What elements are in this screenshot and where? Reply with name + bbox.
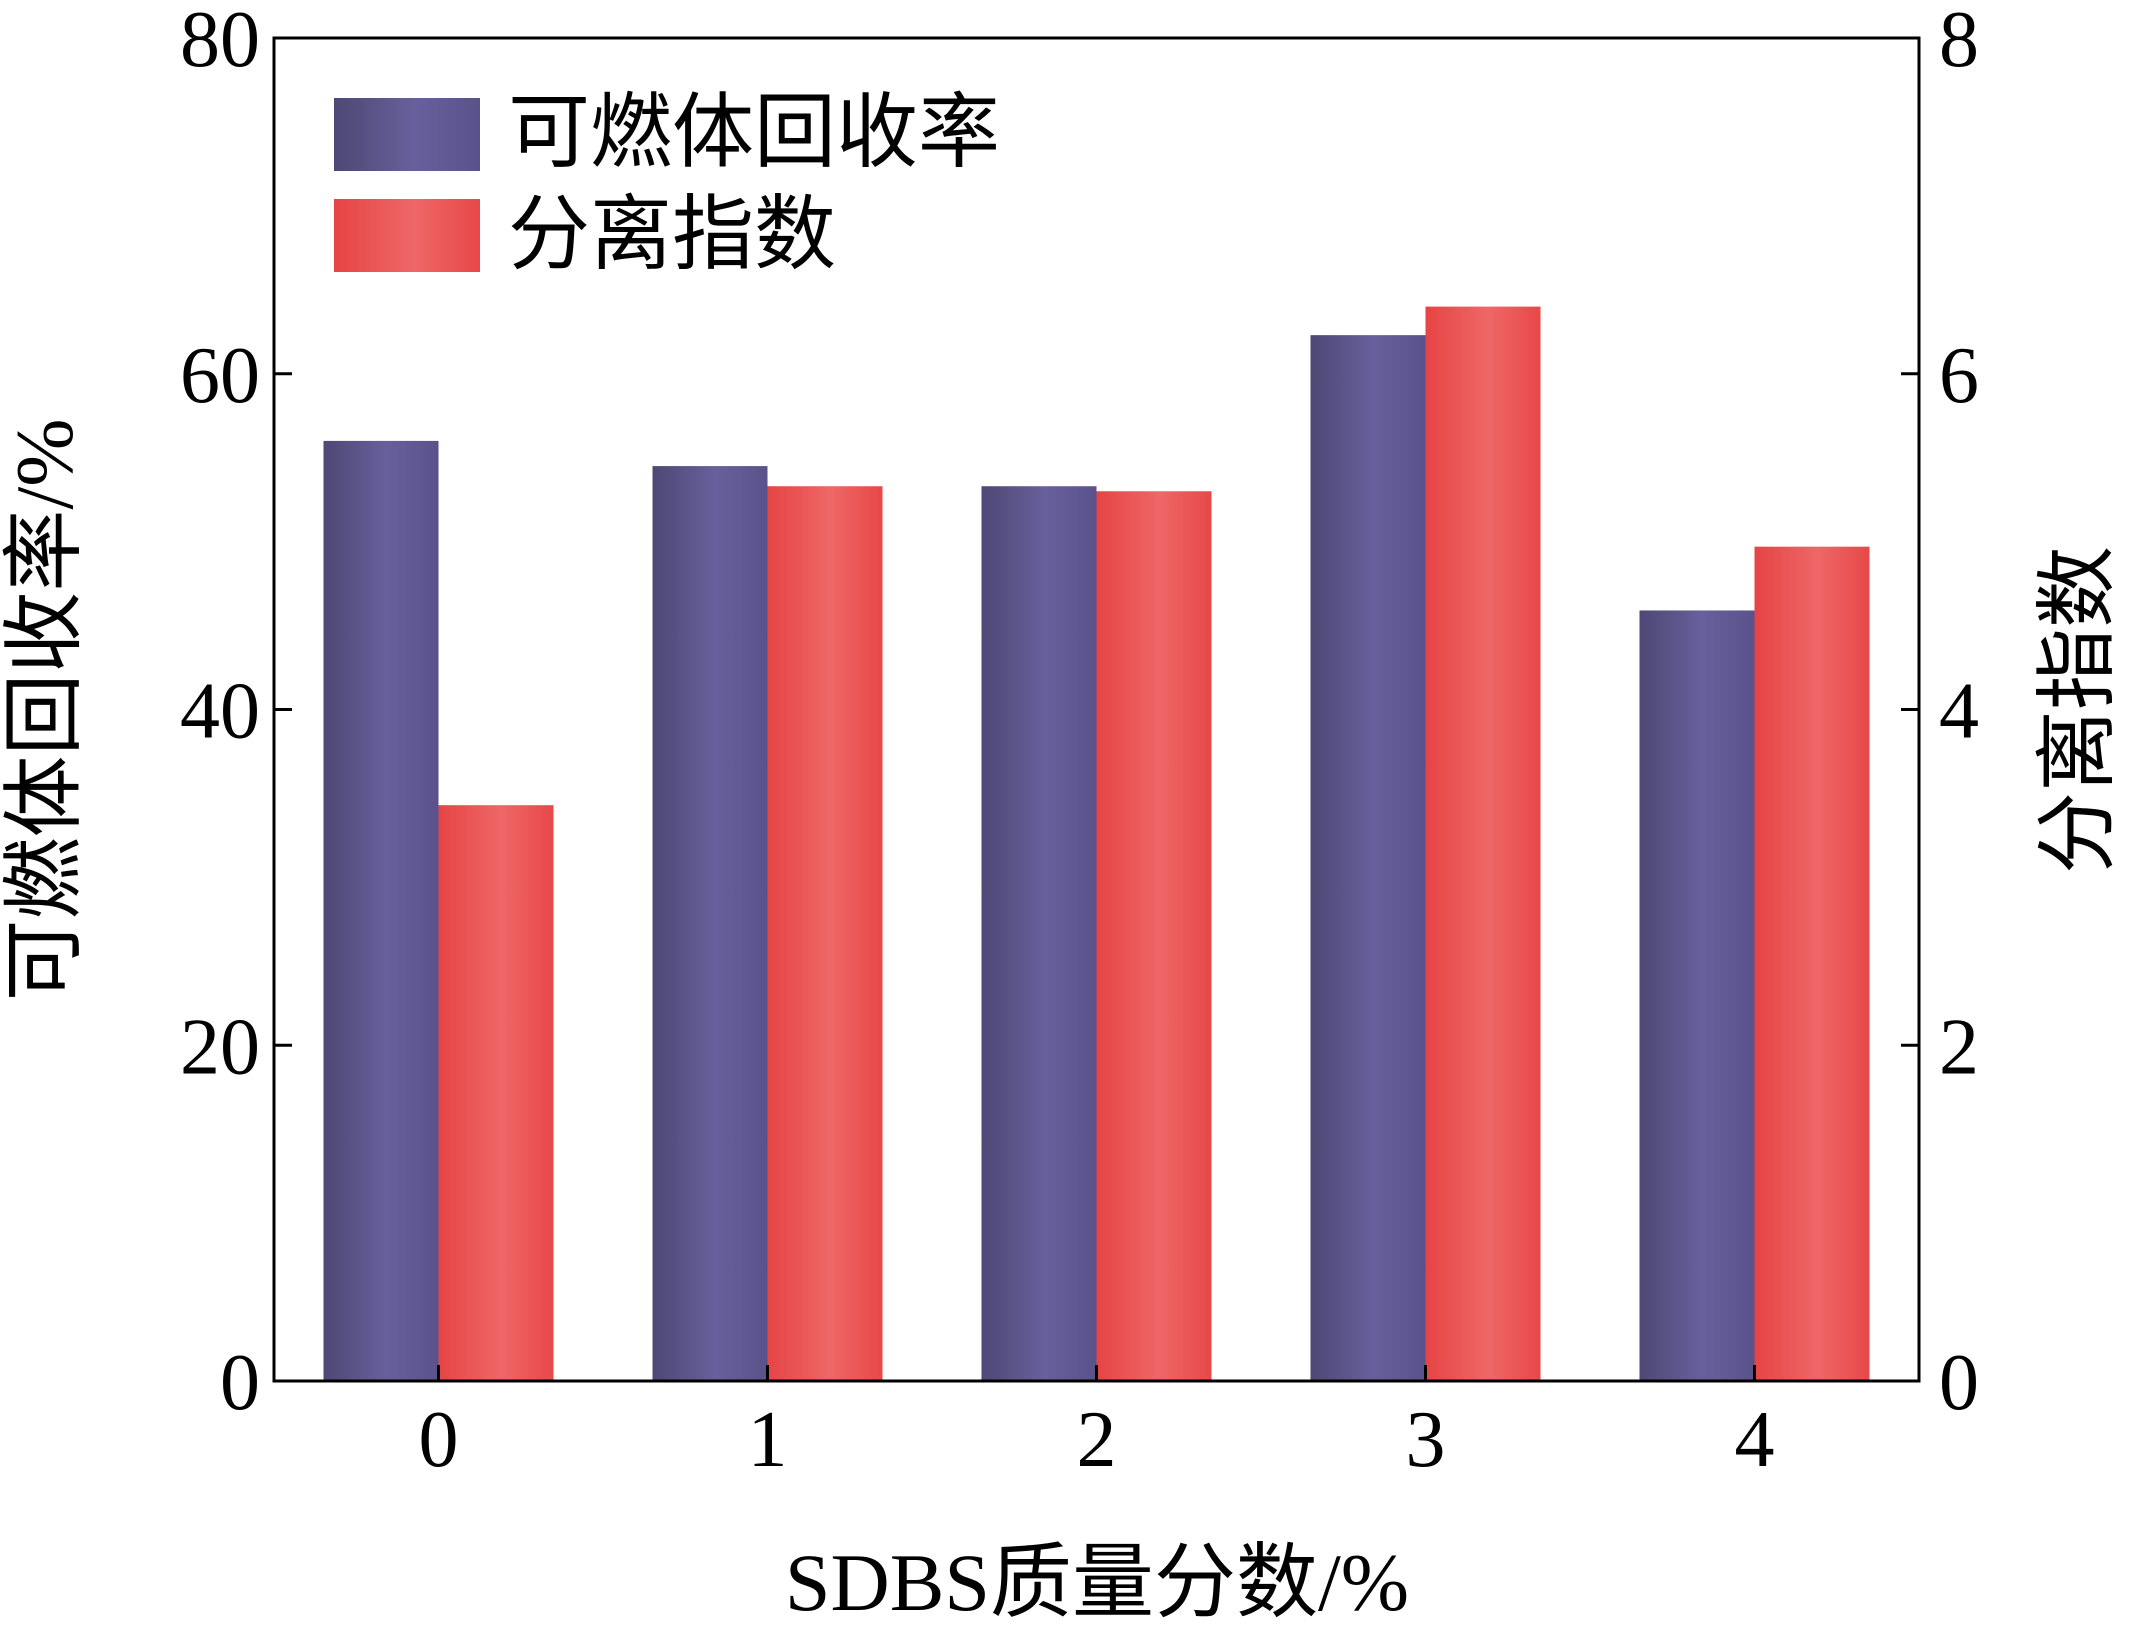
y2-tick-label: 8 <box>1939 0 1979 84</box>
bar-separation-0 <box>438 805 554 1381</box>
x-tick-label: 2 <box>1077 1396 1117 1484</box>
x-tick-label: 0 <box>419 1396 459 1484</box>
y2-axis-label: 分离指数 <box>2032 546 2123 874</box>
y-axis-label: 可燃体回收率/% <box>0 418 90 1001</box>
bar-recovery-3 <box>1310 335 1426 1381</box>
bar-separation-2 <box>1096 491 1212 1381</box>
x-tick-label: 3 <box>1406 1396 1446 1484</box>
legend-label-separation: 分离指数 <box>508 189 836 280</box>
legend-swatch-recovery <box>334 98 480 171</box>
x-axis-label: SDBS质量分数/% <box>785 1537 1409 1628</box>
y-tick-label: 0 <box>220 1339 260 1427</box>
bar-recovery-2 <box>981 486 1097 1381</box>
bar-recovery-4 <box>1639 610 1755 1381</box>
bar-separation-4 <box>1754 546 1870 1381</box>
y2-tick-label: 2 <box>1939 1003 1979 1091</box>
bar-separation-3 <box>1425 306 1541 1382</box>
y2-tick-label: 6 <box>1939 332 1979 420</box>
bar-recovery-1 <box>652 466 768 1381</box>
y-tick-label: 80 <box>180 0 260 84</box>
x-tick-label: 1 <box>748 1396 788 1484</box>
y-tick-label: 40 <box>180 668 260 756</box>
legend: 可燃体回收率 分离指数 <box>334 87 1000 280</box>
y2-tick-label: 0 <box>1939 1339 1979 1427</box>
legend-label-recovery: 可燃体回收率 <box>508 87 1000 178</box>
bars-layer <box>323 306 1870 1382</box>
y2-tick-label: 4 <box>1939 668 1979 756</box>
legend-swatch-separation <box>334 199 480 272</box>
x-tick-label: 4 <box>1735 1396 1775 1484</box>
y-tick-label: 60 <box>180 332 260 420</box>
y-tick-label: 20 <box>180 1003 260 1091</box>
bar-separation-1 <box>767 486 883 1381</box>
bar-recovery-0 <box>323 440 439 1381</box>
